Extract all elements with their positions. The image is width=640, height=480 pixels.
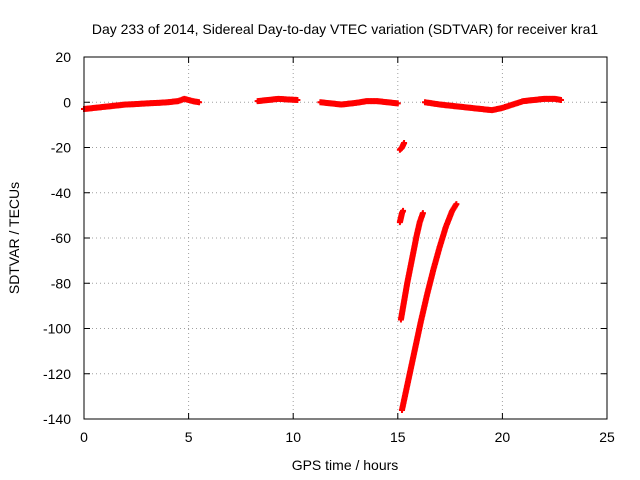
series-dip-medium-top bbox=[396, 207, 407, 226]
data-point bbox=[401, 139, 408, 146]
y-tick-label: -140 bbox=[43, 411, 71, 427]
data-point bbox=[453, 201, 460, 208]
y-tick-label: -20 bbox=[51, 140, 71, 156]
series-baseline-early bbox=[81, 95, 203, 113]
x-tick-label: 25 bbox=[599, 429, 615, 445]
plot-frame bbox=[83, 56, 608, 420]
series-baseline-late bbox=[421, 95, 564, 114]
data-point bbox=[400, 207, 407, 214]
y-tick-label: -120 bbox=[43, 366, 71, 382]
x-tick-label: 5 bbox=[185, 429, 193, 445]
y-tick-label: 20 bbox=[55, 49, 71, 65]
data-point bbox=[196, 99, 203, 106]
x-tick-label: 0 bbox=[80, 429, 88, 445]
x-axis-label: GPS time / hours bbox=[292, 457, 399, 473]
x-tick-label: 10 bbox=[285, 429, 301, 445]
y-tick-label: -40 bbox=[51, 185, 71, 201]
series-dip-steep bbox=[397, 210, 426, 323]
series-dip-long bbox=[398, 201, 460, 413]
y-tick-label: -100 bbox=[43, 321, 71, 337]
x-tick-label: 20 bbox=[495, 429, 511, 445]
series-dip-short bbox=[396, 139, 408, 153]
series-baseline-afternoon bbox=[317, 98, 401, 108]
data-point bbox=[557, 96, 564, 103]
series-baseline-mid bbox=[254, 95, 301, 105]
y-tick-label: -60 bbox=[51, 230, 71, 246]
data-point bbox=[394, 100, 401, 107]
y-tick-label: 0 bbox=[63, 94, 71, 110]
y-axis-label: SDTVAR / TECUs bbox=[6, 182, 22, 294]
data-point bbox=[294, 96, 301, 103]
x-tick-label: 15 bbox=[390, 429, 406, 445]
chart-title: Day 233 of 2014, Sidereal Day-to-day VTE… bbox=[92, 21, 598, 37]
data-point bbox=[419, 210, 426, 217]
y-tick-label: -80 bbox=[51, 275, 71, 291]
grid-lines bbox=[84, 57, 607, 419]
data-points bbox=[81, 95, 564, 413]
